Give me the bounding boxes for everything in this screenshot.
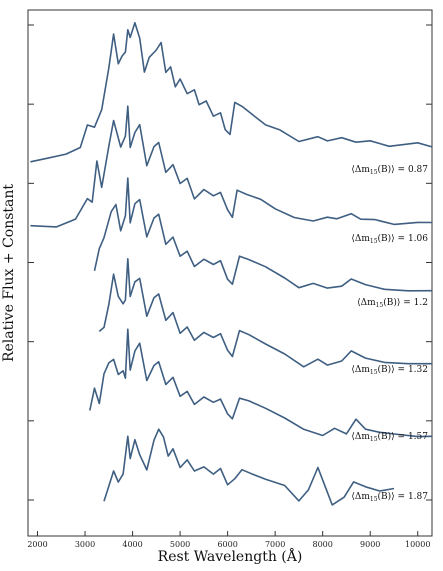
y-axis-ticks xyxy=(28,24,432,501)
x-tick-label: 7000 xyxy=(265,540,285,549)
spectrum-line-5 xyxy=(89,328,433,438)
spectrum-line-4 xyxy=(98,258,432,368)
x-axis-label: Rest Wavelength (Å) xyxy=(158,547,303,565)
x-tick-label: 10000 xyxy=(405,540,430,549)
x-tick-label: 9000 xyxy=(360,540,380,549)
delta-m15-label-3: ⟨Δm15(B)⟩ = 1.2 xyxy=(357,297,428,309)
spectrum-line-6 xyxy=(103,428,395,506)
delta-m15-annotations: ⟨Δm15(B)⟩ = 0.87 ⟨Δm15(B)⟩ = 1.06 ⟨Δm15(B)… xyxy=(351,164,428,503)
spectrum-line-2 xyxy=(30,105,433,228)
delta-m15-label-5: ⟨Δm15(B)⟩ = 1.57 xyxy=(351,431,428,443)
x-tick-label: 4000 xyxy=(122,540,142,549)
plot-frame xyxy=(27,9,433,537)
x-tick-label: 6000 xyxy=(217,540,237,549)
spectra-series xyxy=(30,21,433,506)
x-tick-label: 2000 xyxy=(27,540,47,549)
spectrum-line-3 xyxy=(93,177,433,292)
x-tick-label: 3000 xyxy=(75,540,95,549)
delta-m15-label-6: ⟨Δm15(B)⟩ = 1.87 xyxy=(351,491,428,503)
x-axis-ticks: 2000 3000 4000 5000 6000 7000 8000 9000 10000 xyxy=(27,531,430,549)
delta-m15-label-1: ⟨Δm15(B)⟩ = 0.87 xyxy=(351,164,428,176)
x-tick-label: 5000 xyxy=(170,540,190,549)
spectrum-line-1 xyxy=(30,21,433,163)
x-tick-label: 8000 xyxy=(313,540,333,549)
delta-m15-label-2: ⟨Δm15(B)⟩ = 1.06 xyxy=(351,233,428,245)
y-axis-label: Relative Flux + Constant xyxy=(1,184,17,362)
delta-m15-label-4: ⟨Δm15(B)⟩ = 1.32 xyxy=(351,364,428,376)
